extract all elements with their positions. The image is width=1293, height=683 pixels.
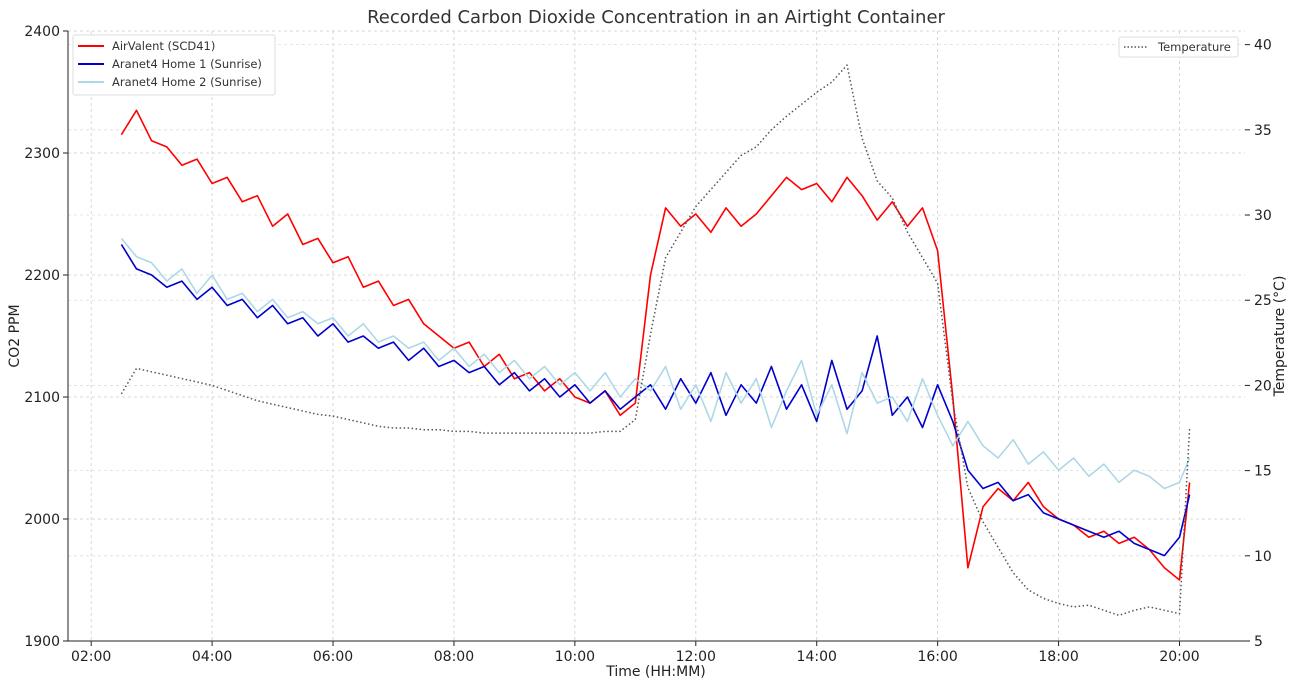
x-tick-label: 14:00 xyxy=(797,649,837,665)
chart-title: Recorded Carbon Dioxide Concentration in… xyxy=(367,7,945,28)
y-right-tick-label: 40 xyxy=(1254,38,1272,54)
x-tick-label: 04:00 xyxy=(192,649,232,665)
x-tick-label: 18:00 xyxy=(1038,649,1078,665)
y-right-tick-label: 20 xyxy=(1254,378,1272,394)
legend-label-airvalent: AirValent (SCD41) xyxy=(112,39,215,53)
y-tick-label: 2100 xyxy=(24,390,60,406)
x-tick-label: 10:00 xyxy=(555,649,595,665)
legend-label-aranet4-home1: Aranet4 Home 1 (Sunrise) xyxy=(112,57,262,71)
series-line-airvalent-scd41 xyxy=(120,109,1191,581)
y-right-tick-label: 30 xyxy=(1254,208,1272,224)
grid xyxy=(68,30,1245,642)
x-tick-label: 08:00 xyxy=(434,649,474,665)
y-right-tick-label: 10 xyxy=(1254,549,1272,565)
y-tick-label: 2200 xyxy=(24,268,60,284)
x-tick-label: 02:00 xyxy=(71,649,111,665)
legend-label-temperature: Temperature xyxy=(1157,40,1231,54)
y-axis-right-label: Temperature (°C) xyxy=(1272,276,1288,398)
y-tick-label: 2400 xyxy=(24,24,60,40)
y-tick-label: 2000 xyxy=(24,512,60,528)
series-layer xyxy=(120,64,1191,617)
series-line-aranet4-home-1-sunrise xyxy=(120,244,1191,557)
legend-left: AirValent (SCD41) Aranet4 Home 1 (Sunris… xyxy=(72,34,276,96)
x-tick-label: 12:00 xyxy=(676,649,716,665)
legend-label-aranet4-home2: Aranet4 Home 2 (Sunrise) xyxy=(112,75,262,89)
series-line-temperature xyxy=(120,64,1191,617)
y-tick-label: 1900 xyxy=(24,634,60,650)
axes: 02:00 04:00 06:00 08:00 10:00 12:00 14:00 16:00… xyxy=(24,24,1271,665)
x-axis-label: Time (HH:MM) xyxy=(605,664,706,680)
y-right-tick-label: 35 xyxy=(1254,123,1272,139)
legend-right: Temperature xyxy=(1118,36,1239,58)
x-tick-label: 16:00 xyxy=(917,649,957,665)
x-tick-label: 20:00 xyxy=(1159,649,1199,665)
y-right-tick-label: 25 xyxy=(1254,293,1272,309)
series-line-aranet4-home-2-sunrise xyxy=(120,237,1191,490)
y-right-tick-label: 15 xyxy=(1254,464,1272,480)
y-right-tick-label: 5 xyxy=(1254,634,1263,650)
y-tick-label: 2300 xyxy=(24,146,60,162)
y-axis-label: CO2 PPM xyxy=(7,304,23,367)
x-tick-label: 06:00 xyxy=(313,649,353,665)
